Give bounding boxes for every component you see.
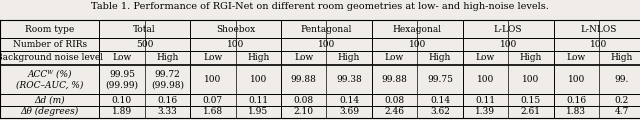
Text: High: High [247,53,269,62]
Text: 0.15: 0.15 [521,96,541,105]
Text: High: High [156,53,179,62]
Text: 0.16: 0.16 [157,96,177,105]
Text: Δd (m): Δd (m) [35,96,65,105]
Text: Low: Low [112,53,132,62]
Text: 0.14: 0.14 [430,96,450,105]
Text: 1.95: 1.95 [248,107,268,116]
Text: 1.83: 1.83 [566,107,586,116]
Text: 0.2: 0.2 [614,96,629,105]
Text: 99.88: 99.88 [381,75,408,84]
Text: Table 1. Performance of RGI-Net on different room geometries at low- and high-no: Table 1. Performance of RGI-Net on diffe… [91,2,549,11]
Text: 100: 100 [227,40,244,49]
Text: 3.69: 3.69 [339,107,359,116]
Text: High: High [611,53,633,62]
Text: 3.33: 3.33 [157,107,177,116]
Text: 0.08: 0.08 [385,96,404,105]
Text: 99.88: 99.88 [291,75,317,84]
Text: Number of RIRs: Number of RIRs [13,40,86,49]
Text: 100: 100 [318,40,335,49]
Text: 99.38: 99.38 [336,75,362,84]
Text: 2.61: 2.61 [521,107,541,116]
Text: 2.10: 2.10 [294,107,314,116]
Text: 500: 500 [136,40,154,49]
Text: ACCᵂ (%)
(ROC–AUC, %): ACCᵂ (%) (ROC–AUC, %) [16,70,83,89]
Text: 99.75: 99.75 [427,75,453,84]
Text: 100: 100 [591,40,607,49]
Text: 0.10: 0.10 [112,96,132,105]
Text: 99.: 99. [614,75,629,84]
Text: 100: 100 [409,40,426,49]
Text: 100: 100 [477,75,494,84]
Text: Low: Low [566,53,586,62]
Text: 0.08: 0.08 [294,96,314,105]
Text: Hexagonal: Hexagonal [393,25,442,34]
Text: 0.11: 0.11 [476,96,495,105]
Text: 0.11: 0.11 [248,96,268,105]
Text: 0.16: 0.16 [566,96,586,105]
Text: 3.62: 3.62 [430,107,450,116]
Text: 100: 100 [522,75,540,84]
Text: L-NLOS: L-NLOS [581,25,617,34]
Text: 0.07: 0.07 [203,96,223,105]
Text: Room type: Room type [25,25,74,34]
Text: 2.46: 2.46 [385,107,404,116]
Text: Low: Low [385,53,404,62]
Text: 99.72
(99.98): 99.72 (99.98) [151,70,184,89]
Text: 100: 100 [204,75,221,84]
Text: High: High [520,53,542,62]
Text: 100: 100 [500,40,516,49]
Text: 0.14: 0.14 [339,96,359,105]
Text: Total: Total [133,25,156,34]
Text: High: High [338,53,360,62]
Text: L-LOS: L-LOS [494,25,522,34]
Text: Shoebox: Shoebox [216,25,255,34]
Text: Low: Low [476,53,495,62]
Text: 99.95
(99.99): 99.95 (99.99) [106,70,138,89]
Text: 1.39: 1.39 [476,107,495,116]
Text: 1.68: 1.68 [203,107,223,116]
Text: Low: Low [294,53,314,62]
Text: Pentagonal: Pentagonal [301,25,352,34]
Text: High: High [429,53,451,62]
Text: Δθ (degrees): Δθ (degrees) [20,107,79,116]
Text: 100: 100 [568,75,585,84]
Text: Low: Low [203,53,223,62]
Text: 100: 100 [250,75,267,84]
Text: 1.89: 1.89 [112,107,132,116]
Text: 4.7: 4.7 [614,107,629,116]
Text: Background noise level: Background noise level [0,53,103,62]
